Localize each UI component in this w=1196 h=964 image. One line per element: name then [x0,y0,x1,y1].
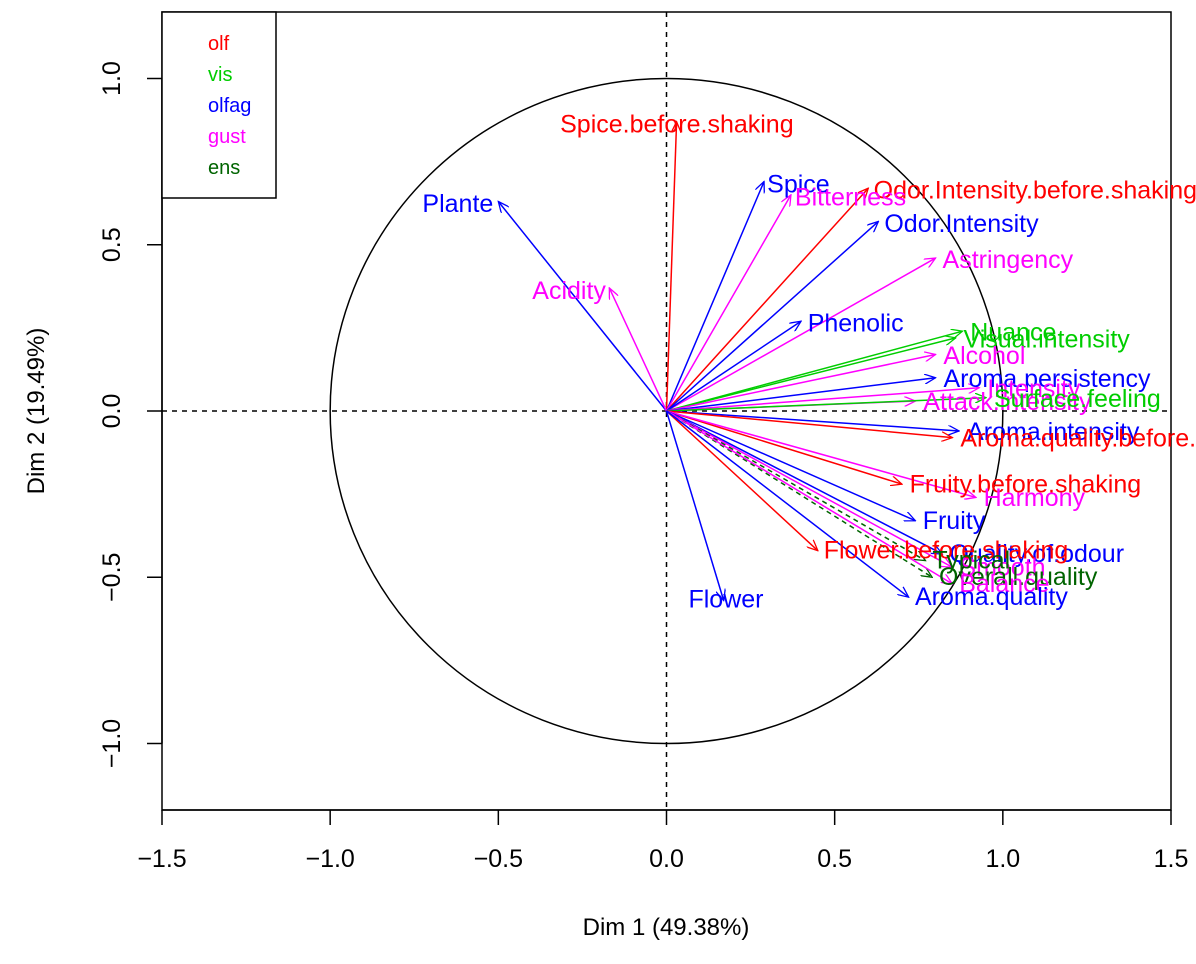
y-tick-label: 1.0 [98,61,126,96]
arrow-surface-feeling [666,398,987,412]
label-aroma-persistency: Aroma.persistency [944,365,1152,393]
legend-entry-ens: ens [208,157,240,179]
x-tick-label: 0.0 [649,845,684,873]
arrow-astringency [666,258,936,412]
arrow-odor-intensity [665,221,879,412]
label-visual-intensity: Visual.intensity [964,325,1131,353]
y-tick-label: −0.5 [98,553,126,602]
arrow-bitterness [665,195,791,412]
y-axis-title: Dim 2 (19.49%) [23,328,50,495]
label-quality-of-odour: Quality.of.odour [949,540,1124,568]
label-attack-intensity: Attack.intensity [923,388,1092,416]
label-nuance: Nuance [970,319,1056,347]
label-flower: Flower [688,586,763,614]
y-tick-label: 0.5 [98,227,126,262]
label-overall-quality: Overall.quality [939,563,1098,591]
arrow-balance [666,410,953,584]
arrow-harmony [666,410,976,497]
arrow-spice-before-shaking [665,122,677,412]
arrow-flower [665,410,724,601]
label-flower-before-shaking: Flower.before.shaking [824,536,1069,564]
arrow-fruity [666,410,916,521]
arrow-acidity [608,288,668,412]
x-tick-label: 1.0 [985,845,1020,873]
label-aroma-quality-before-shaking: Aroma.quality.before.shaking [960,424,1196,452]
x-tick-label: −1.5 [137,845,186,873]
arrow-aroma-intensity [666,410,960,431]
arrow-quality-of-odour [666,410,943,554]
legend-entry-olf: olf [208,33,230,55]
arrow-flower-before-shaking [665,410,818,551]
legend-entry-gust: gust [208,126,246,148]
arrow-overall-quality [666,410,933,577]
label-fruity: Fruity [923,507,986,535]
label-bitterness: Bitterness [795,184,906,212]
arrow-plante [498,202,668,412]
x-axis-title: Dim 1 (49.38%) [583,914,750,941]
arrow-visual-intensity [666,338,956,412]
label-intensity: Intensity [987,375,1081,403]
arrow-typical [666,410,926,561]
label-harmony: Harmony [984,484,1086,512]
arrow-aroma-quality-before-shaking [666,410,953,438]
label-spice: Spice [767,170,830,198]
y-tick-label: 0.0 [98,394,126,429]
arrow-aroma-persistency [666,378,936,412]
x-tick-label: −0.5 [474,845,523,873]
arrow-nuance [666,331,963,412]
label-odor-intensity: Odor.Intensity [884,210,1039,238]
arrow-fruity-before-shaking [666,410,902,484]
arrow-phenolic [666,321,802,412]
arrow-alcohol [666,354,936,412]
y-tick-label: −1.0 [98,719,126,768]
legend-box [161,11,277,199]
label-astringency: Astringency [943,246,1074,274]
label-alcohol: Alcohol [943,342,1025,370]
label-plante: Plante [422,190,493,218]
legend-entry-vis: vis [208,64,232,86]
arrow-spice [665,182,765,412]
label-typical: Typical [932,547,1010,575]
x-tick-label: −1.0 [305,845,354,873]
arrow-odor-intensity-before-shaking [665,188,869,412]
arrow-aroma-quality [666,410,909,597]
arrow-smooth [666,410,953,567]
label-aroma-intensity: Aroma.intensity [967,418,1140,446]
label-phenolic: Phenolic [808,309,904,337]
x-tick-label: 1.5 [1154,845,1189,873]
label-balance: Balance [959,570,1049,598]
label-fruity-before-shaking: Fruity.before.shaking [910,471,1142,499]
label-smooth: Smooth [959,553,1045,581]
label-acidity: Acidity [532,277,606,305]
label-spice-before-shaking: Spice.before.shaking [560,111,793,139]
arrow-intensity [666,388,980,412]
label-aroma-quality: Aroma.quality [915,583,1068,611]
legend-entry-olfag: olfag [208,95,251,117]
label-odor-intensity-before-shaking: Odor.Intensity.before.shaking [874,177,1196,205]
label-surface-feeling: Surface.feeling [994,385,1161,413]
x-tick-label: 0.5 [817,845,852,873]
